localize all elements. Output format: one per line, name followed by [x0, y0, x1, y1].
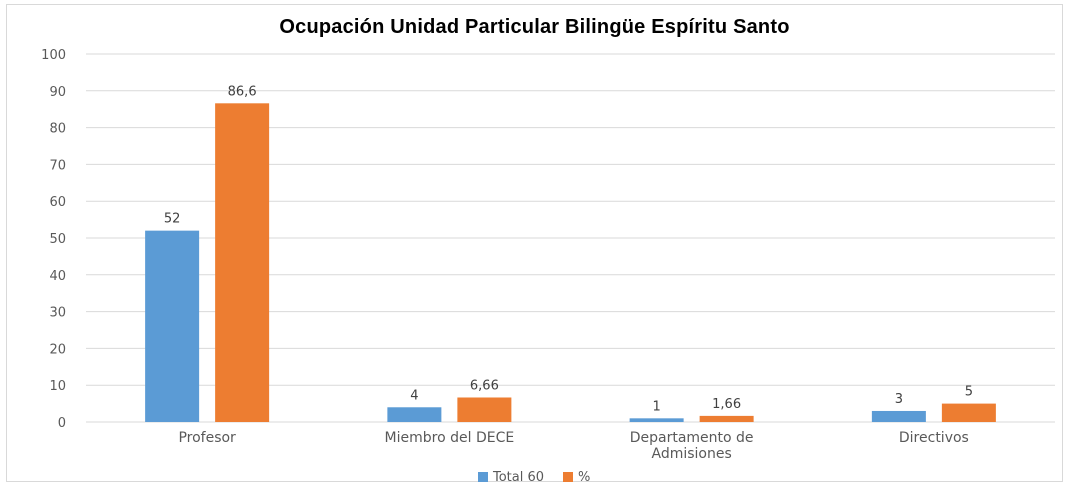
chart-title: Ocupación Unidad Particular Bilingüe Esp… — [279, 16, 790, 38]
x-category-label: Profesor — [178, 430, 236, 446]
data-label: 1 — [652, 399, 660, 414]
legend-label: % — [578, 470, 590, 485]
y-axis-ticks: 0 10 20 30 40 50 60 70 80 90 100 — [41, 48, 66, 431]
data-label: 3 — [895, 392, 903, 407]
legend-label: Total 60 — [492, 470, 544, 485]
y-tick-label: 40 — [49, 269, 66, 284]
bar-total — [629, 418, 684, 422]
y-tick-label: 70 — [49, 158, 66, 173]
bar-total — [387, 407, 442, 422]
data-label: 1,66 — [712, 397, 741, 412]
y-tick-label: 50 — [49, 232, 66, 247]
y-tick-label: 0 — [58, 416, 66, 431]
y-tick-label: 100 — [41, 48, 66, 63]
y-tick-label: 30 — [49, 306, 66, 321]
data-label: 6,66 — [470, 378, 499, 393]
bar-total — [871, 410, 926, 422]
data-label: 86,6 — [228, 84, 257, 99]
x-axis-labels: Profesor Miembro del DECE Departamento deA… — [178, 430, 968, 462]
data-label: 5 — [965, 385, 973, 400]
x-category-label: Directivos — [899, 430, 969, 446]
x-category-label: Miembro del DECE — [385, 430, 515, 446]
data-label: 4 — [410, 388, 418, 403]
x-category-label: Departamento de — [630, 430, 754, 446]
bar-total — [145, 230, 200, 422]
bar-percent — [699, 415, 754, 422]
y-tick-label: 60 — [49, 195, 66, 210]
data-labels: 52 86,6 4 6,66 1 1,66 3 5 — [164, 84, 973, 414]
bar-percent — [941, 403, 996, 422]
bars — [145, 103, 996, 422]
y-tick-label: 90 — [49, 85, 66, 100]
bar-percent — [215, 103, 270, 422]
x-category-label: Admisiones — [651, 446, 731, 462]
legend-swatch — [478, 472, 488, 482]
y-tick-label: 10 — [49, 379, 66, 394]
y-tick-label: 80 — [49, 122, 66, 137]
y-tick-label: 20 — [49, 342, 66, 357]
legend-swatch — [563, 472, 573, 482]
bar-percent — [457, 397, 512, 422]
legend: Total 60% — [478, 470, 590, 485]
data-label: 52 — [164, 212, 181, 227]
